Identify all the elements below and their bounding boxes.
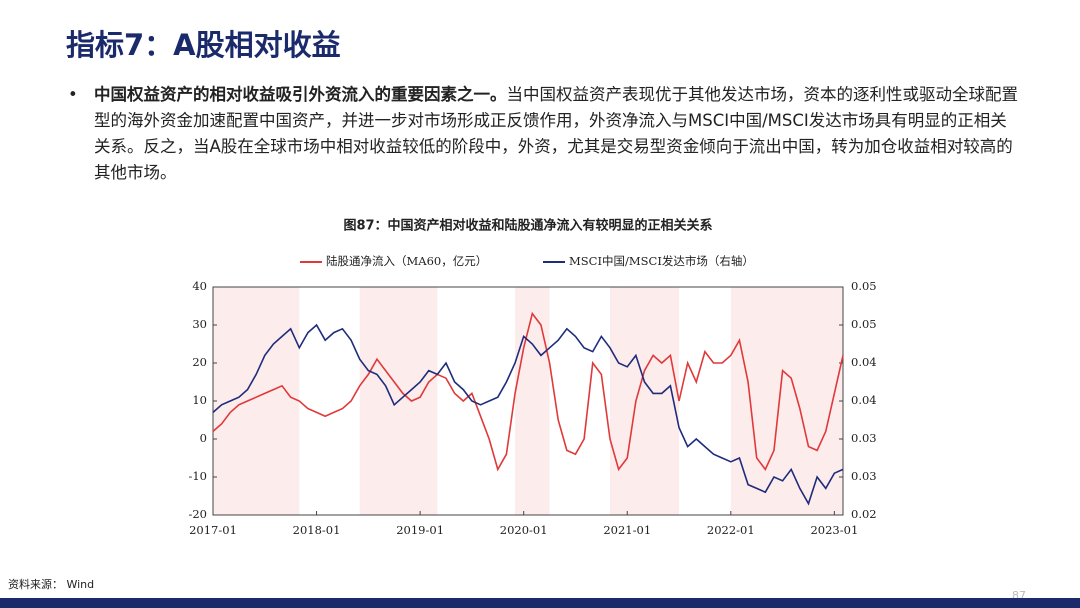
series-line [212, 323, 844, 506]
bullet-dot: • [68, 85, 78, 104]
y2-tick-label: 0.03 [851, 469, 877, 483]
y2-tick-label: 0.04 [851, 393, 877, 407]
y-tick-label: 20 [192, 355, 207, 369]
x-tick-label: 2020-01 [500, 523, 548, 537]
y-tick-label: 40 [192, 279, 207, 293]
x-tick-label: 2018-01 [293, 523, 341, 537]
y-tick-label: 0 [200, 431, 207, 445]
shaded-period [609, 287, 680, 515]
bullet-body: 中国权益资产的相对收益吸引外资流入的重要因素之一。当中国权益资产表现优于其他发达… [94, 82, 1018, 186]
y2-tick-label: 0.02 [851, 507, 877, 521]
shaded-period [213, 287, 300, 515]
legend-label: MSCI中国/MSCI发达市场（右轴） [569, 254, 754, 268]
y-tick-label: -20 [188, 507, 207, 521]
shaded-period [515, 287, 550, 515]
bullet-text: 当中国权益资产表现优于其他发达市场，资本的逐利性或驱动全球配置型的海外资金加速配… [94, 85, 1018, 182]
bullet: • 中国权益资产的相对收益吸引外资流入的重要因素之一。当中国权益资产表现优于其他… [68, 82, 1018, 186]
x-tick-label: 2019-01 [396, 523, 444, 537]
y2-tick-label: 0.04 [851, 355, 877, 369]
source: 资料来源： Wind [8, 578, 95, 591]
footer-bar [0, 598, 1080, 608]
x-tick-label: 2023-01 [810, 523, 858, 537]
chart-title: 图87：中国资产相对收益和陆股通净流入有较明显的正相关关系 [343, 218, 712, 234]
y-tick-label: 30 [192, 317, 207, 331]
y-tick-label: 10 [192, 393, 207, 407]
x-tick-label: 2017-01 [189, 523, 237, 537]
y2-tick-label: 0.05 [851, 317, 877, 331]
legend-label: 陆股通净流入（MA60，亿元） [326, 254, 487, 268]
y-tick-label: -10 [188, 469, 207, 483]
x-tick-label: 2021-01 [603, 523, 651, 537]
bullet-bold: 中国权益资产的相对收益吸引外资流入的重要因素之一。 [94, 85, 507, 104]
series-line [212, 311, 844, 472]
slide-title: 指标7：A股相对收益 [66, 28, 341, 62]
y2-tick-label: 0.05 [851, 279, 877, 293]
y2-tick-label: 0.03 [851, 431, 877, 445]
x-tick-label: 2022-01 [707, 523, 755, 537]
